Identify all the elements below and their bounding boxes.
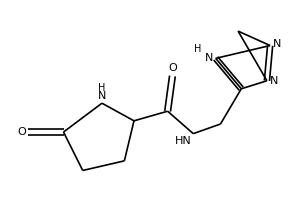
Text: N: N xyxy=(98,91,106,101)
Text: N: N xyxy=(273,39,281,49)
Text: O: O xyxy=(17,127,26,137)
Text: O: O xyxy=(168,63,177,73)
Text: H: H xyxy=(194,44,202,54)
Text: HN: HN xyxy=(175,136,192,146)
Text: N: N xyxy=(205,53,213,63)
Text: H: H xyxy=(98,83,106,93)
Text: N: N xyxy=(269,76,278,86)
